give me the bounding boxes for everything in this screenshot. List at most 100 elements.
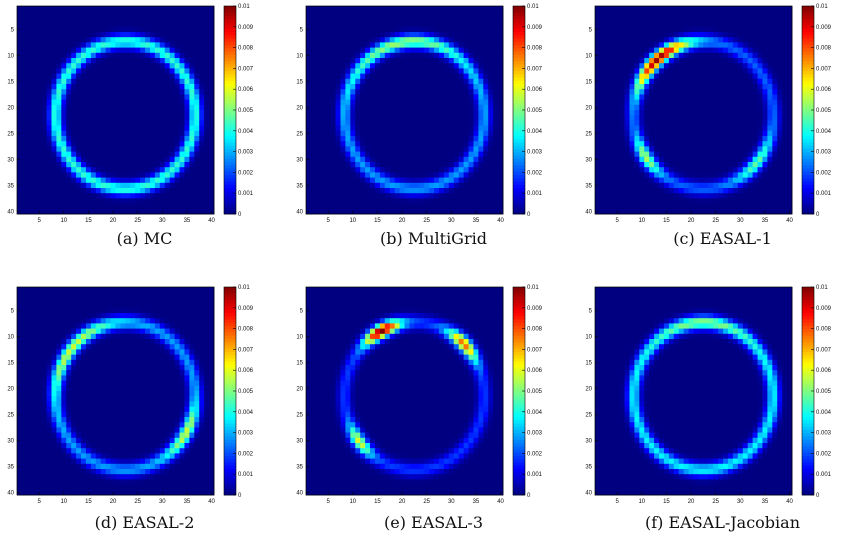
heatmap-cell [674,115,679,121]
heatmap-cell [620,74,625,80]
heatmap-cell [400,178,405,184]
heatmap-cell [679,84,684,90]
heatmap-cell [316,146,321,152]
heatmap-cell [483,58,488,64]
heatmap-cell [76,27,81,33]
heatmap-cell [459,126,464,132]
heatmap-cell [772,42,777,48]
heatmap-cell [370,193,375,199]
heatmap-cell [409,198,414,204]
heatmap-cell [674,58,679,64]
heatmap-cell [772,193,777,199]
heatmap-cell [130,89,135,95]
heatmap-cell [27,63,32,69]
heatmap-cell [610,157,615,163]
heatmap-cell [629,120,634,126]
heatmap-cell [615,136,620,142]
heatmap-cell [340,157,345,163]
heatmap-cell [473,11,478,17]
heatmap-cell [150,22,155,28]
heatmap-cell [698,32,703,38]
heatmap-cell [326,100,331,106]
heatmap-cell [116,84,121,90]
heatmap-cell [71,63,76,69]
heatmap-cell [175,152,180,158]
heatmap-cell [439,58,444,64]
heatmap-cell [600,198,605,204]
heatmap-cell [184,6,189,12]
heatmap-cell [395,42,400,48]
heatmap-cell [669,152,674,158]
heatmap-cell [189,22,194,28]
heatmap-cell [659,105,664,111]
heatmap-cell [86,63,91,69]
heatmap-cell [694,157,699,163]
heatmap-cell [478,198,483,204]
heatmap-cell [620,141,625,147]
heatmap-cell [385,136,390,142]
heatmap-cell [17,16,22,22]
heatmap-cell [434,167,439,173]
heatmap-cell [81,198,86,204]
heatmap-cell [37,115,42,121]
heatmap-cell [429,162,434,168]
heatmap-cell [684,94,689,100]
heatmap-cell [380,131,385,137]
heatmap-cell [459,131,464,137]
heatmap-cell [649,63,654,69]
heatmap-cell [454,22,459,28]
heatmap-cell [91,68,96,74]
heatmap-cell [762,167,767,173]
colorbar-swatch [224,139,236,143]
heatmap-cell [777,157,782,163]
heatmap-cell [473,63,478,69]
heatmap-cell [674,146,679,152]
heatmap-cell [189,110,194,116]
heatmap-cell [165,63,170,69]
heatmap-cell [306,58,311,64]
heatmap-cell [639,94,644,100]
heatmap-cell [733,146,738,152]
heatmap-cell [634,120,639,126]
heatmap-cell [336,11,341,17]
heatmap-cell [733,11,738,17]
heatmap-cell [111,204,116,210]
heatmap-cell [762,115,767,121]
heatmap-cell [473,178,478,184]
heatmap-cell [140,131,145,137]
heatmap-cell [748,193,753,199]
heatmap-cell [125,141,130,147]
heatmap-cell [165,178,170,184]
heatmap-cell [743,68,748,74]
heatmap-cell [664,48,669,54]
heatmap-cell [753,79,758,85]
heatmap-cell [733,79,738,85]
heatmap-cell [199,32,204,38]
heatmap-cell [758,22,763,28]
heatmap-cell [350,16,355,22]
heatmap-cell [42,162,47,168]
heatmap-cell [767,136,772,142]
heatmap-cell [718,16,723,22]
heatmap-cell [620,32,625,38]
heatmap-cell [679,146,684,152]
heatmap-cell [733,167,738,173]
heatmap-cell [439,209,444,215]
heatmap-cell [120,172,125,178]
heatmap-cell [498,188,503,194]
heatmap-cell [738,63,743,69]
heatmap-cell [620,198,625,204]
colorbar-tick-label: 0.004 [527,129,543,135]
heatmap-cell [209,193,214,199]
heatmap-cell [644,27,649,33]
heatmap-cell [488,141,493,147]
heatmap-cell [498,157,503,163]
heatmap-cell [116,198,121,204]
heatmap-cell [395,58,400,64]
heatmap-cell [753,183,758,189]
heatmap-cell [135,53,140,59]
heatmap-cell [405,178,410,184]
heatmap-cell [767,94,772,100]
heatmap-cell [91,178,96,184]
heatmap-cell [360,188,365,194]
